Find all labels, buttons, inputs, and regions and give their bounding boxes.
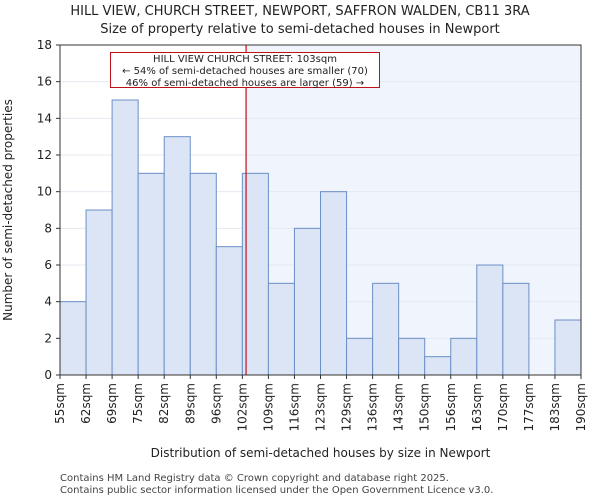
- x-tick-label: 69sqm: [105, 383, 119, 424]
- bar-89sqm: [189, 172, 217, 376]
- footer-line-1: Contains HM Land Registry data © Crown c…: [60, 473, 449, 484]
- bar-156sqm: [450, 337, 478, 376]
- bar-136sqm: [372, 282, 400, 376]
- x-axis-label: Distribution of semi-detached houses by …: [151, 446, 491, 460]
- y-tick-label: 6: [44, 258, 52, 272]
- annotation-line-3: 46% of semi-detached houses are larger (…: [125, 78, 365, 89]
- x-tick-label: 177sqm: [522, 383, 536, 431]
- bar-123sqm: [320, 191, 348, 376]
- x-tick-label: 129sqm: [340, 383, 354, 431]
- chart-subtitle: Size of property relative to semi-detach…: [100, 22, 500, 37]
- y-tick-label: 8: [44, 221, 52, 235]
- x-tick-label: 150sqm: [418, 383, 432, 431]
- bar-82sqm: [163, 136, 191, 376]
- x-tick-label: 116sqm: [287, 383, 301, 431]
- x-tick-label: 89sqm: [183, 383, 197, 424]
- y-tick-label: 14: [37, 111, 52, 125]
- bar-170sqm: [502, 282, 530, 376]
- annotation-line-1: HILL VIEW CHURCH STREET: 103sqm: [153, 54, 337, 65]
- x-tick-label: 136sqm: [366, 383, 380, 431]
- y-axis-label: Number of semi-detached properties: [1, 99, 15, 321]
- x-tick-label: 190sqm: [574, 383, 588, 431]
- bar-150sqm: [424, 356, 452, 376]
- bar-143sqm: [398, 337, 426, 376]
- y-tick-label: 12: [37, 148, 52, 162]
- y-tick-label: 4: [44, 295, 52, 309]
- y-tick-label: 0: [44, 368, 52, 382]
- x-tick-label: 55sqm: [53, 383, 67, 424]
- x-tick-label: 96sqm: [209, 383, 223, 424]
- bar-102sqm: [241, 172, 269, 376]
- x-tick-label: 82sqm: [157, 383, 171, 424]
- bars: [59, 99, 582, 376]
- x-tick-label: 62sqm: [79, 383, 93, 424]
- x-tick-label: 156sqm: [444, 383, 458, 431]
- y-tick-label: 18: [37, 38, 52, 52]
- x-tick-label: 123sqm: [314, 383, 328, 431]
- bar-129sqm: [346, 337, 374, 376]
- bar-55sqm: [59, 301, 87, 376]
- y-tick-label: 10: [37, 185, 52, 199]
- chart-title: HILL VIEW, CHURCH STREET, NEWPORT, SAFFR…: [70, 4, 530, 19]
- y-tick-label: 16: [37, 75, 52, 89]
- footer-line-2: Contains public sector information licen…: [60, 485, 494, 496]
- y-tick-label: 2: [44, 331, 52, 345]
- x-tick-label: 102sqm: [235, 383, 249, 431]
- bar-183sqm: [554, 319, 582, 376]
- x-tick-label: 109sqm: [261, 383, 275, 431]
- bar-163sqm: [476, 264, 504, 376]
- x-tick-label: 75sqm: [131, 383, 145, 424]
- bar-62sqm: [85, 209, 113, 376]
- bar-69sqm: [111, 99, 139, 376]
- x-tick-label: 183sqm: [548, 383, 562, 431]
- annotation-box: HILL VIEW CHURCH STREET: 103sqm ← 54% of…: [110, 52, 380, 89]
- x-tick-label: 170sqm: [496, 383, 510, 431]
- x-tick-label: 163sqm: [470, 383, 484, 431]
- bar-116sqm: [293, 227, 322, 376]
- bar-75sqm: [137, 172, 165, 376]
- axes: 0 2 4 6 8 10 12 14 16 18 55sqm 62sqm 69sqm 75sqm 82sqm…: [37, 38, 588, 431]
- annotation-line-2: ← 54% of semi-detached houses are smalle…: [122, 66, 368, 77]
- bar-96sqm: [215, 246, 243, 376]
- x-tick-label: 143sqm: [392, 383, 406, 431]
- bar-109sqm: [267, 282, 295, 376]
